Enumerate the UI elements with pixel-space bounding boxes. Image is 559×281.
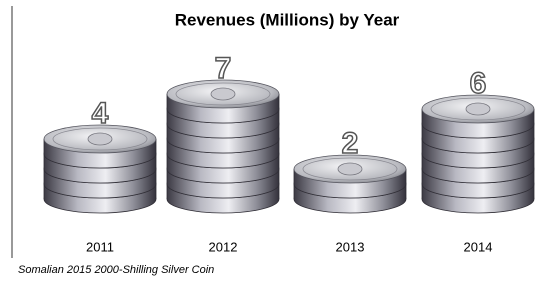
coin-emblem	[338, 163, 362, 175]
x-tick-label: 2013	[336, 239, 365, 254]
value-label: 7	[215, 52, 232, 85]
coin-stack	[422, 95, 534, 213]
coin-emblem	[211, 88, 235, 100]
coin-stack	[167, 80, 279, 213]
footnote: Somalian 2015 2000-Shilling Silver Coin	[18, 264, 214, 276]
chart: Revenues (Millions) by Year Somalian 201…	[0, 0, 559, 281]
value-label: 2	[342, 127, 359, 160]
coin-stack	[294, 155, 406, 213]
chart-title: Revenues (Millions) by Year	[175, 10, 400, 29]
x-tick-label: 2011	[86, 239, 114, 254]
coin-stack	[44, 125, 156, 213]
value-label: 6	[470, 67, 487, 100]
coin-emblem	[466, 103, 490, 115]
value-label: 4	[92, 97, 109, 130]
x-tick-label: 2012	[209, 239, 238, 254]
coin-emblem	[88, 133, 112, 145]
x-tick-label: 2014	[464, 239, 493, 254]
